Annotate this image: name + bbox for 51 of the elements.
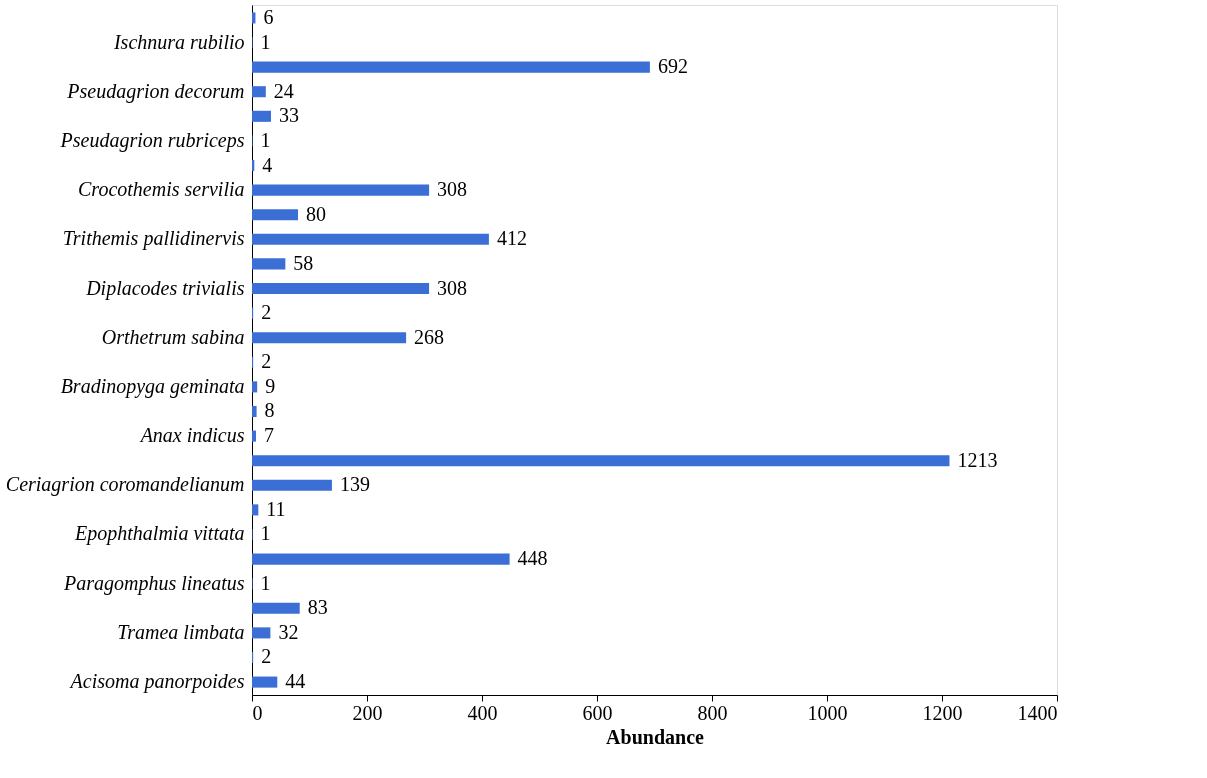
data-label: 7 [264,424,275,447]
x-tick-label: 0 [252,701,263,724]
data-label: 1 [260,522,271,545]
data-label: 83 [307,596,328,619]
y-tick-label: Trithemis pallidinervis [62,227,245,251]
data-label: 1 [260,128,271,151]
data-label: 2 [261,350,272,373]
data-label: 2 [261,645,272,668]
y-tick-label: Orthetrum sabina [101,325,245,348]
data-label: 448 [517,547,548,570]
data-label: 8 [264,399,275,422]
data-label: 24 [273,79,294,102]
y-tick-label: Ischnura rubilio [112,30,245,53]
y-tick-label: Pseudagrion rubriceps [59,128,245,152]
data-label: 9 [265,374,276,397]
data-label: 44 [285,670,306,693]
data-label: 32 [278,620,299,643]
data-label: 692 [657,55,688,78]
data-label: 139 [339,473,370,496]
y-tick-label: Tramea limbata [117,620,245,643]
y-tick-label: Anax indicus [138,424,245,447]
y-tick-label: Diplacodes trivialis [85,276,245,300]
data-label: 412 [496,227,527,250]
data-label: 80 [306,202,326,225]
x-tick-label: 1000 [807,701,848,724]
data-label: 1213 [957,448,998,471]
data-label: 11 [266,497,286,520]
x-tick-label: 1400 [1017,701,1058,724]
data-label: 1 [260,571,271,594]
data-label: 268 [414,325,445,348]
y-tick-label: Acisoma panorpoides [68,670,245,694]
y-tick-label: Epophthalmia vittata [74,522,245,546]
data-label: 6 [263,5,274,28]
data-label: 1 [260,30,271,53]
x-axis-title: Abundance [606,725,705,748]
data-label: 58 [293,251,314,274]
data-label: 4 [262,153,273,176]
data-label: 33 [278,104,299,127]
x-tick-label: 200 [352,701,383,724]
x-tick-label: 800 [697,701,728,724]
x-tick-label: 600 [582,701,613,724]
data-label: 308 [437,178,468,201]
y-tick-label: Pseudagrion decorum [66,79,245,103]
x-tick-label: 1200 [922,701,963,724]
x-tick-label: 400 [467,701,498,724]
y-tick-label: Crocothemis servilia [78,178,245,201]
y-tick-label: Paragomphus lineatus [62,571,245,595]
y-tick-label: Ceriagrion coromandelianum [5,473,245,497]
y-tick-label: Bradinopyga geminata [60,374,245,398]
data-label: 308 [437,276,468,299]
data-label: 2 [261,301,272,324]
